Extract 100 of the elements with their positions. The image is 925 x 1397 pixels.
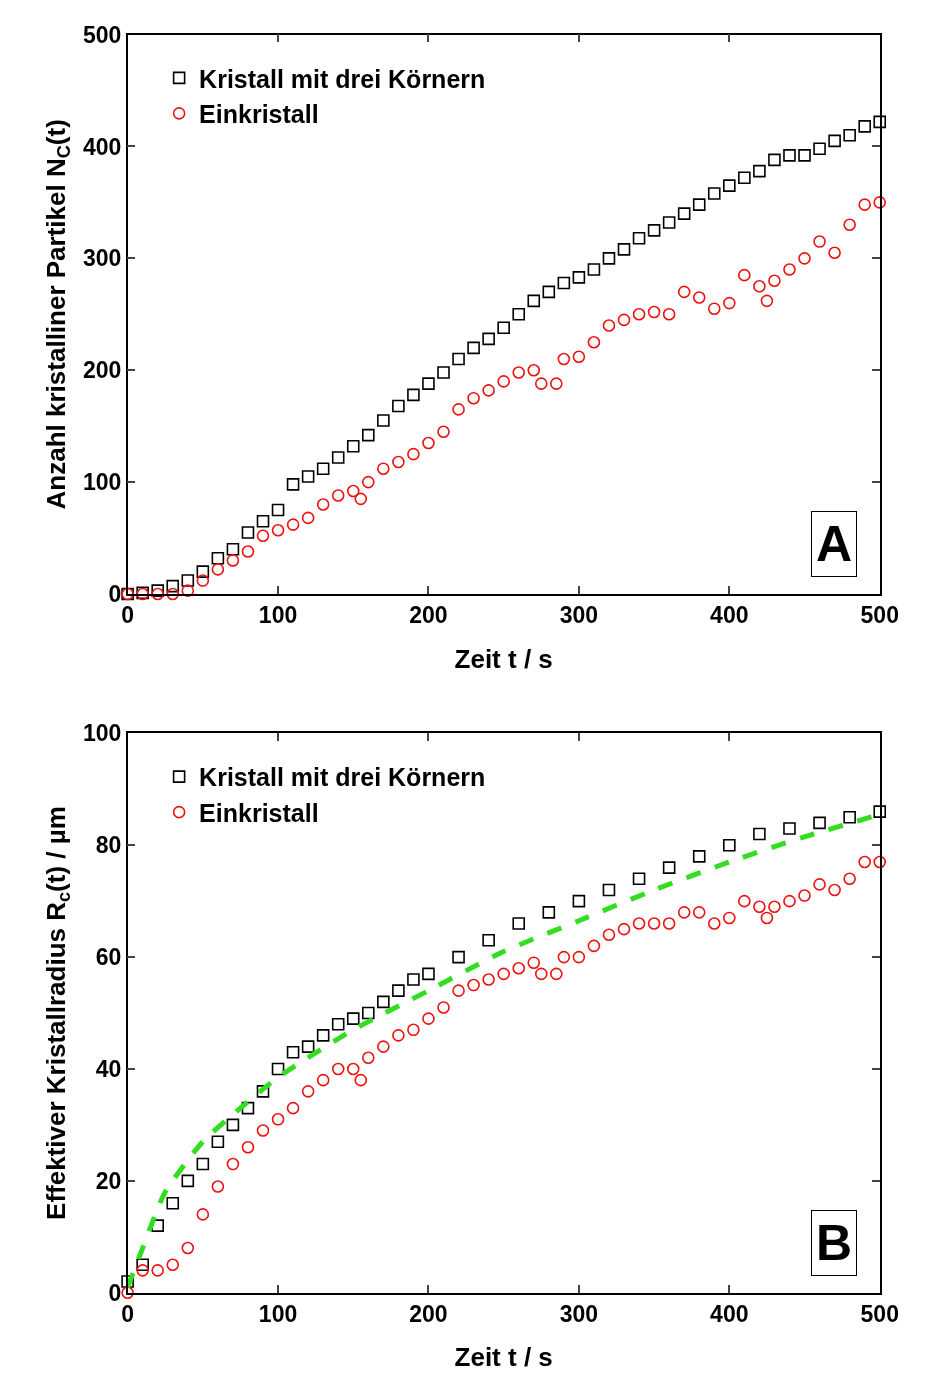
point [783, 149, 796, 162]
point [723, 838, 736, 852]
x-tick-label: 200 [409, 1301, 448, 1328]
y-tick-label: 300 [82, 245, 122, 272]
point [557, 276, 571, 290]
point [534, 967, 548, 981]
point [392, 1029, 405, 1042]
point [873, 115, 887, 129]
y-tick-label: 40 [95, 1056, 122, 1083]
point [647, 305, 661, 319]
point [873, 196, 887, 209]
point [783, 822, 796, 835]
annotation: A [816, 516, 853, 572]
point [828, 883, 841, 897]
point [331, 451, 345, 464]
point [662, 307, 676, 321]
point [572, 271, 586, 284]
point [798, 252, 811, 265]
point [362, 475, 375, 489]
point [377, 414, 390, 427]
point [783, 263, 796, 276]
point [798, 149, 811, 162]
point [346, 440, 360, 453]
point [512, 307, 526, 321]
y-tick-label: 0 [108, 1279, 122, 1306]
point [647, 917, 661, 930]
x-axis-title: Zeit t / s [454, 643, 553, 674]
point [331, 489, 345, 502]
point [873, 855, 887, 869]
point [550, 967, 563, 981]
point [301, 1085, 315, 1098]
point [527, 363, 541, 377]
point [362, 1051, 375, 1065]
point [692, 906, 706, 919]
point [286, 1045, 300, 1059]
point [271, 1113, 285, 1126]
point [557, 352, 571, 366]
x-tick-label: 300 [559, 602, 599, 629]
point [354, 492, 368, 506]
point [286, 518, 300, 531]
point [707, 302, 721, 315]
point [813, 878, 826, 891]
x-tick-label: 400 [710, 1301, 749, 1328]
point [482, 973, 495, 986]
point [534, 377, 548, 390]
point [482, 384, 495, 397]
point [316, 1029, 330, 1042]
point [226, 1118, 240, 1132]
point [572, 350, 586, 364]
point [196, 574, 210, 587]
point [211, 1180, 225, 1193]
point [136, 1264, 149, 1277]
point [196, 565, 210, 578]
point [241, 526, 255, 539]
point [707, 917, 721, 930]
point [121, 1286, 134, 1300]
point [753, 900, 766, 914]
legend-label: Einkristall [199, 100, 319, 129]
point [677, 906, 691, 919]
point [753, 827, 766, 841]
point [407, 1023, 420, 1037]
point [858, 855, 871, 869]
point [692, 198, 706, 211]
point [858, 198, 871, 211]
point [256, 1124, 270, 1137]
point [813, 142, 826, 156]
point [452, 403, 465, 416]
point [497, 967, 510, 981]
y-tick-label: 60 [95, 944, 122, 971]
legend-label: Kristall mit drei Körnern [199, 64, 486, 93]
point [422, 967, 435, 981]
point [692, 291, 706, 304]
point [301, 470, 315, 483]
y-tick-label: 0 [108, 581, 122, 608]
point [768, 274, 781, 288]
point [452, 984, 465, 997]
point [768, 900, 781, 914]
point [572, 950, 586, 964]
y-tick-label: 80 [95, 832, 122, 859]
point [331, 1017, 345, 1031]
y-tick-label: 500 [82, 21, 122, 48]
point [211, 551, 225, 565]
point [346, 1062, 360, 1076]
point [226, 554, 240, 567]
point [723, 179, 736, 192]
point [151, 587, 164, 601]
x-tick-label: 500 [860, 602, 899, 629]
point [813, 816, 826, 830]
point [316, 498, 330, 511]
point [271, 523, 285, 537]
point [346, 484, 360, 498]
point [166, 1258, 180, 1272]
point [377, 1040, 390, 1053]
point [843, 872, 856, 886]
point [271, 503, 285, 517]
point [256, 529, 270, 543]
point [286, 478, 300, 491]
x-tick-label: 100 [258, 1301, 298, 1328]
point [512, 917, 526, 930]
point [422, 377, 435, 390]
